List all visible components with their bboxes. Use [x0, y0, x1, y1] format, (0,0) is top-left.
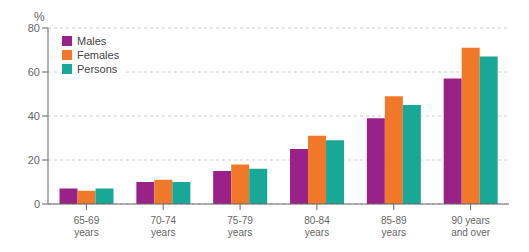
svg-text:90 yearsand over: 90 yearsand over: [451, 215, 491, 238]
svg-text:75-79years: 75-79years: [227, 215, 253, 238]
html-text:Females: Females: [77, 49, 120, 61]
svg-text:65-69years: 65-69years: [74, 215, 100, 238]
svg-text:80: 80: [28, 22, 40, 34]
html-text:Males: Males: [77, 35, 107, 47]
svg-text:80-84years: 80-84years: [304, 215, 330, 238]
svg-text:0: 0: [34, 198, 40, 210]
svg-text:20: 20: [28, 154, 40, 166]
svg-text:70-74years: 70-74years: [150, 215, 176, 238]
svg-text:60: 60: [28, 66, 40, 78]
svg-text:40: 40: [28, 110, 40, 122]
svg-text:85-89years: 85-89years: [381, 215, 407, 238]
html-text:Persons: Persons: [77, 63, 118, 75]
